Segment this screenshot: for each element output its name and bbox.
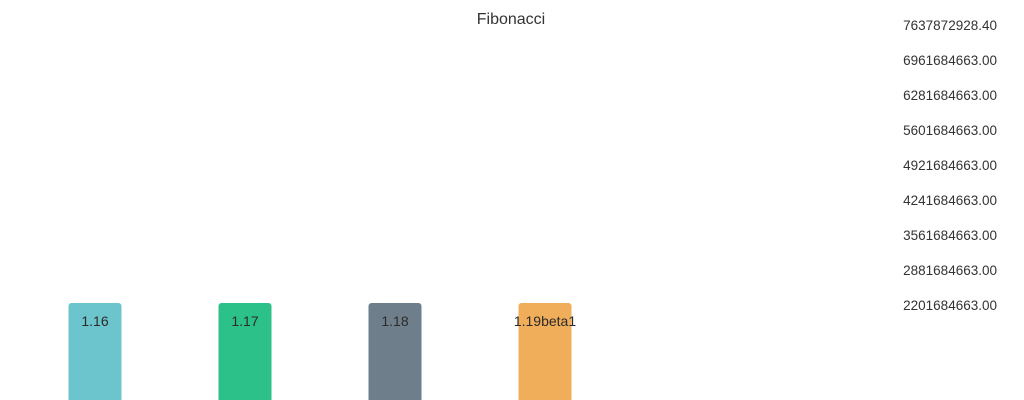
y-tick-label: 3561684663.00 [903,228,997,243]
y-tick-label: 4241684663.00 [903,193,997,208]
y-tick-label: 4921684663.00 [903,158,997,173]
y-tick-label: 2201684663.00 [903,298,997,313]
y-tick-label: 7637872928.40 [903,18,997,33]
y-tick-label: 5601684663.00 [903,123,997,138]
y-tick-label: 2881684663.00 [903,263,997,278]
y-axis: 7637872928.40 6961684663.00 6281684663.00 5… [903,18,997,313]
bar [218,303,272,400]
bar [518,303,572,400]
y-tick-label: 6961684663.00 [903,53,997,68]
bar-category-label: 1.17 [231,313,258,329]
y-tick-label: 6281684663.00 [903,88,997,103]
bars: 1.16 1.17 1.18 1.19beta1 [68,303,576,400]
chart-title: Fibonacci [477,11,545,28]
bar [68,303,122,400]
bar-category-label: 1.18 [381,313,408,329]
bar-category-label: 1.16 [81,313,108,329]
bar [368,303,422,400]
bar-category-label: 1.19beta1 [514,313,576,329]
